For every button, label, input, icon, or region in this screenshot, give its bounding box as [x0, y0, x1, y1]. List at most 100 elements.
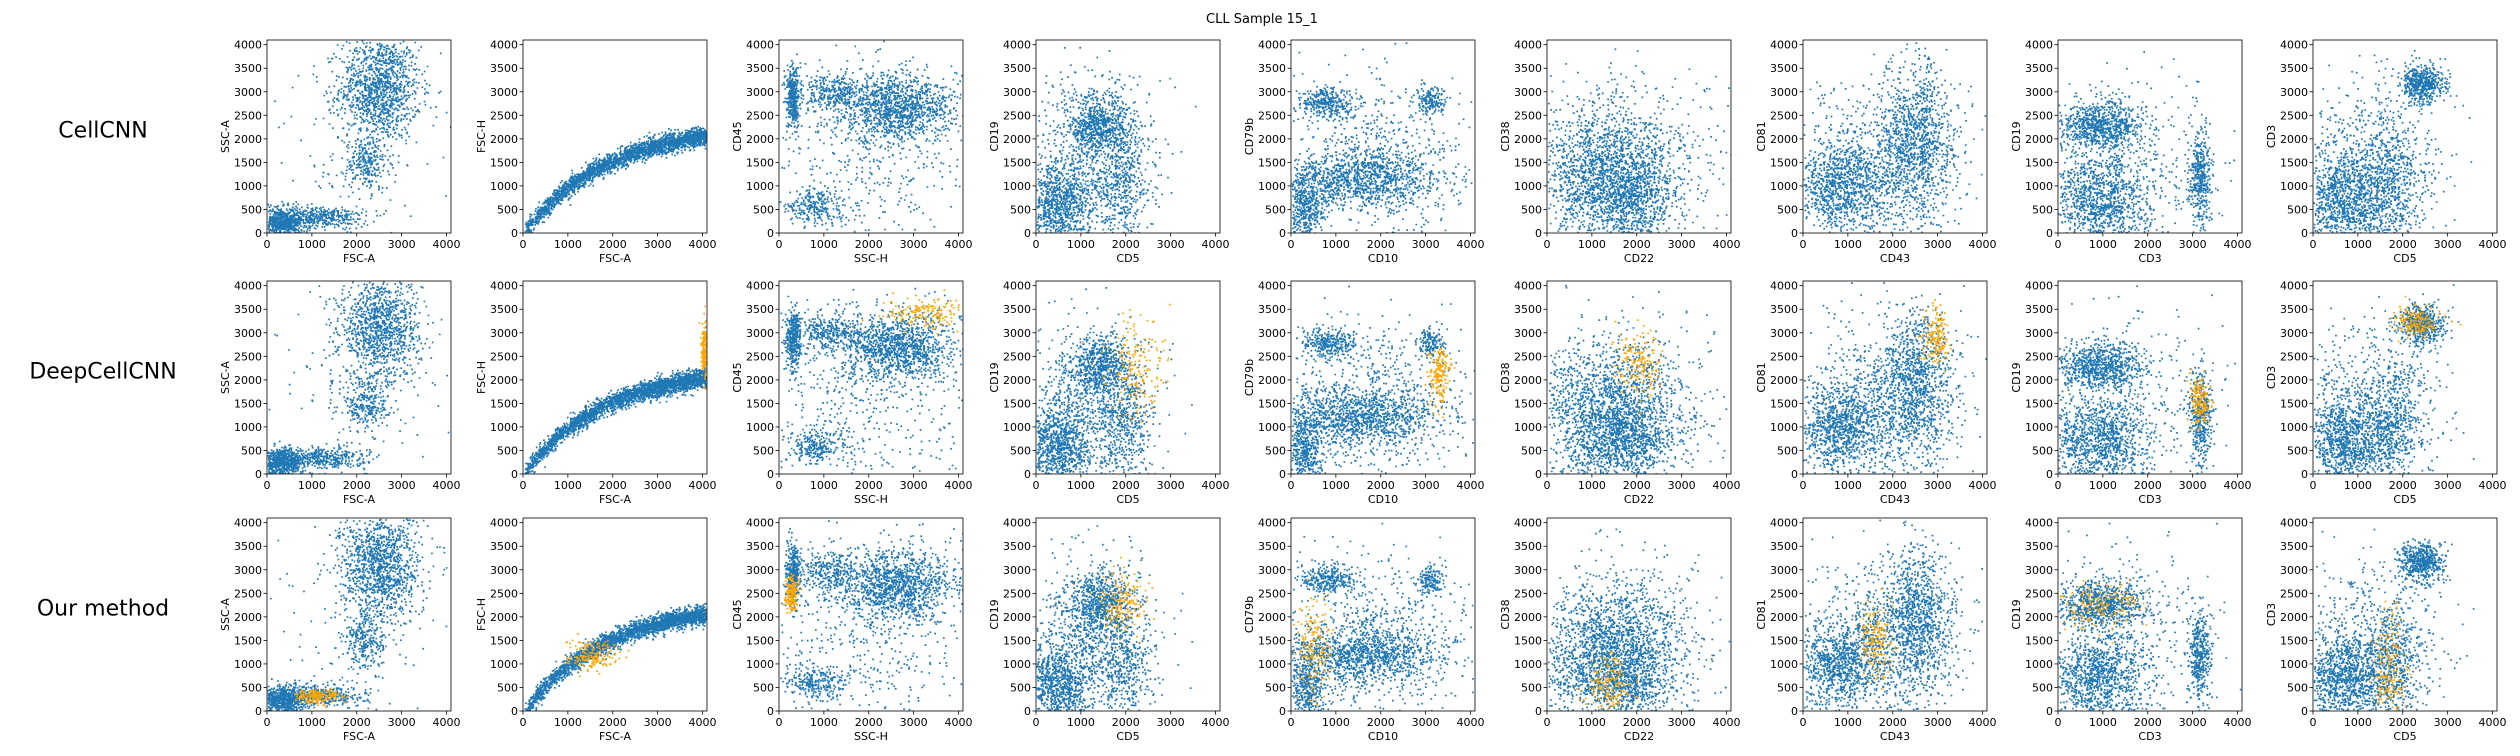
x-tick-label: 4000	[1202, 479, 1230, 492]
y-tick-label: 2500	[1514, 587, 1542, 600]
y-tick-label: 2500	[1258, 587, 1286, 600]
y-tick-label: 2500	[234, 587, 262, 600]
x-tick-label: 0	[2055, 479, 2062, 492]
y-tick-label: 0	[1279, 227, 1286, 240]
y-tick-label: 1500	[234, 156, 262, 169]
y-tick-label: 0	[2301, 468, 2308, 481]
y-tick-label: 2000	[2025, 374, 2053, 387]
y-tick-label: 0	[1791, 705, 1798, 718]
y-tick-label: 4000	[1770, 280, 1798, 293]
x-tick-label: 1000	[2344, 238, 2372, 251]
x-axis-label: CD43	[1880, 493, 1910, 506]
y-tick-label: 4000	[1258, 39, 1286, 52]
y-tick-label: 500	[2287, 681, 2308, 694]
y-tick-label: 3500	[1003, 62, 1031, 75]
y-tick-label: 2000	[1258, 374, 1286, 387]
x-tick-label: 3000	[644, 238, 672, 251]
y-tick-label: 4000	[1258, 280, 1286, 293]
y-tick-label: 0	[1535, 227, 1542, 240]
y-tick-label: 2500	[2280, 350, 2308, 363]
x-tick-label: 4000	[2224, 716, 2252, 729]
x-axis-label: CD10	[1368, 730, 1398, 743]
y-axis-label: CD19	[988, 362, 1001, 392]
x-axis-label: SSC-H	[854, 252, 888, 265]
x-axis-label: CD3	[2138, 493, 2161, 506]
y-tick-label: 500	[753, 203, 774, 216]
y-tick-label: 0	[2301, 227, 2308, 240]
y-tick-label: 1000	[2025, 421, 2053, 434]
y-tick-label: 4000	[2025, 517, 2053, 530]
x-tick-label: 0	[2310, 238, 2317, 251]
y-tick-label: 1000	[234, 658, 262, 671]
y-tick-label: 3500	[2280, 303, 2308, 316]
x-tick-label: 2000	[1367, 479, 1395, 492]
x-tick-label: 0	[2055, 716, 2062, 729]
y-tick-label: 1500	[1003, 156, 1031, 169]
y-tick-label: 3500	[746, 303, 774, 316]
y-tick-label: 2500	[1514, 350, 1542, 363]
x-tick-label: 0	[1033, 479, 1040, 492]
y-tick-label: 2500	[490, 587, 518, 600]
y-axis-label: CD38	[1499, 599, 1512, 629]
y-tick-label: 500	[1777, 681, 1798, 694]
x-tick-label: 4000	[1202, 716, 1230, 729]
y-tick-label: 0	[1024, 705, 1031, 718]
row-label-2: Our method	[37, 597, 169, 622]
y-tick-label: 1500	[234, 634, 262, 647]
x-tick-label: 2000	[1879, 479, 1907, 492]
x-axis-label: FSC-A	[599, 252, 632, 265]
y-tick-label: 1000	[1514, 421, 1542, 434]
x-tick-label: 1000	[810, 238, 838, 251]
y-tick-label: 500	[1265, 681, 1286, 694]
y-tick-label: 2500	[234, 109, 262, 122]
x-axis-label: CD10	[1368, 252, 1398, 265]
x-tick-label: 0	[1544, 238, 1551, 251]
y-axis-label: CD79b	[1243, 118, 1256, 155]
y-tick-label: 1500	[1003, 397, 1031, 410]
x-tick-label: 4000	[1713, 716, 1741, 729]
x-tick-label: 1000	[1834, 238, 1862, 251]
y-tick-label: 3500	[2025, 540, 2053, 553]
y-tick-label: 500	[2287, 444, 2308, 457]
x-tick-label: 1000	[2089, 716, 2117, 729]
y-tick-label: 500	[1010, 681, 1031, 694]
y-tick-label: 2000	[1258, 133, 1286, 146]
x-tick-label: 1000	[2089, 238, 2117, 251]
y-tick-label: 2000	[1003, 611, 1031, 624]
y-tick-label: 3000	[1514, 564, 1542, 577]
y-tick-label: 3000	[2280, 564, 2308, 577]
y-tick-label: 0	[511, 705, 518, 718]
y-tick-label: 1500	[490, 634, 518, 647]
y-tick-label: 2500	[1770, 350, 1798, 363]
y-tick-label: 2500	[2025, 109, 2053, 122]
y-tick-label: 4000	[490, 39, 518, 52]
y-tick-label: 2500	[1770, 109, 1798, 122]
x-tick-label: 2000	[1623, 479, 1651, 492]
y-tick-label: 1000	[490, 658, 518, 671]
x-tick-label: 1000	[2089, 479, 2117, 492]
x-tick-label: 0	[1800, 716, 1807, 729]
x-tick-label: 0	[2310, 479, 2317, 492]
x-tick-label: 4000	[689, 479, 717, 492]
y-tick-label: 1500	[234, 397, 262, 410]
y-tick-label: 500	[1777, 203, 1798, 216]
y-tick-label: 0	[1791, 227, 1798, 240]
y-tick-label: 3000	[1770, 564, 1798, 577]
y-tick-label: 1500	[746, 397, 774, 410]
y-tick-label: 4000	[746, 39, 774, 52]
x-tick-label: 2000	[2389, 479, 2417, 492]
y-tick-label: 3500	[2025, 62, 2053, 75]
x-tick-label: 3000	[1157, 238, 1185, 251]
y-tick-label: 2500	[746, 350, 774, 363]
y-tick-label: 2000	[1003, 374, 1031, 387]
x-axis-label: CD5	[1116, 493, 1139, 506]
x-tick-label: 0	[1033, 238, 1040, 251]
y-tick-label: 1000	[746, 658, 774, 671]
y-tick-label: 2000	[1770, 611, 1798, 624]
x-tick-label: 1000	[810, 479, 838, 492]
y-tick-label: 1500	[1514, 156, 1542, 169]
x-tick-label: 1000	[554, 479, 582, 492]
x-tick-label: 2000	[2389, 716, 2417, 729]
y-tick-label: 2500	[1770, 587, 1798, 600]
y-tick-label: 4000	[234, 280, 262, 293]
